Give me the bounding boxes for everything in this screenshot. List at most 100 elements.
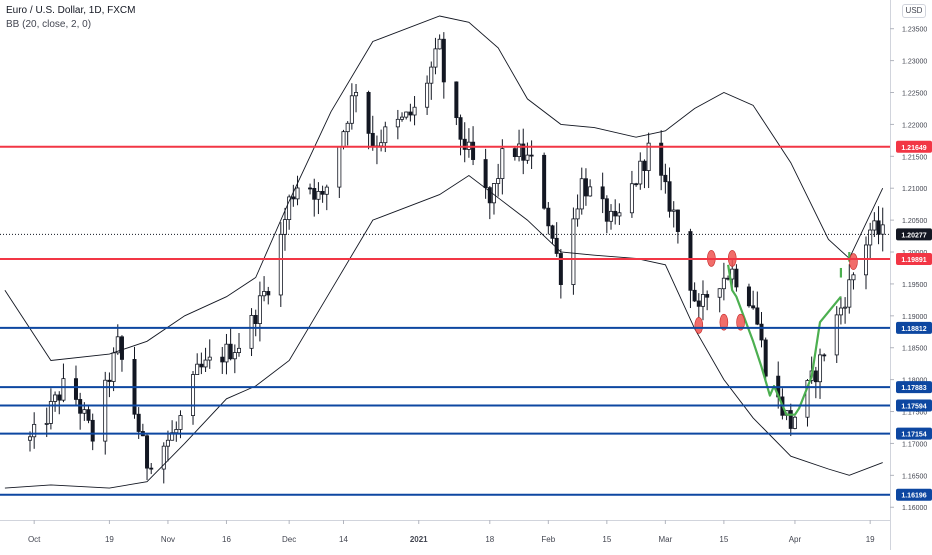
candle-body xyxy=(818,354,823,383)
candles xyxy=(27,32,885,484)
y-tick-label: 1.23500 xyxy=(902,27,927,34)
candle-body xyxy=(659,142,664,176)
candle-body xyxy=(646,142,651,171)
candle-body xyxy=(278,233,283,296)
candle-body xyxy=(257,295,262,325)
candle-body xyxy=(600,186,605,200)
candle-body xyxy=(692,289,697,302)
candle-body xyxy=(788,410,793,429)
level-price-tag xyxy=(896,427,932,440)
candle-body xyxy=(145,435,150,469)
candle-body xyxy=(161,445,166,470)
candle-body xyxy=(199,363,204,368)
candle-body xyxy=(345,122,350,133)
candle-body xyxy=(165,439,170,447)
currency-button[interactable]: USD xyxy=(902,4,926,18)
candle-body xyxy=(44,423,49,425)
candle-body xyxy=(583,178,588,197)
candle-body xyxy=(308,187,313,190)
level-price-tag xyxy=(896,321,932,334)
y-tick-label: 1.19500 xyxy=(902,282,927,289)
candle-body xyxy=(437,38,442,50)
candle-body xyxy=(370,132,375,148)
x-tick-label: 19 xyxy=(105,535,114,544)
candle-body xyxy=(115,336,120,354)
candle-body xyxy=(236,347,241,353)
candle-body xyxy=(588,186,593,197)
candle-body xyxy=(872,220,877,231)
level-price-tag xyxy=(896,252,932,265)
level-price-tag xyxy=(896,140,932,153)
candle-body xyxy=(838,307,843,316)
candle-body xyxy=(512,148,517,157)
y-tick-label: 1.21500 xyxy=(902,154,927,161)
candle-body xyxy=(675,209,680,232)
x-tick-label: 2021 xyxy=(410,535,428,544)
candle-body xyxy=(500,148,505,179)
candle-body xyxy=(379,142,384,147)
level-price-label: 1.16196 xyxy=(901,493,926,500)
candle-body xyxy=(667,181,672,212)
candle-body xyxy=(383,126,388,144)
last-price-label: 1.20277 xyxy=(901,232,926,239)
candle-body xyxy=(27,436,32,441)
candle-body xyxy=(228,343,233,360)
candle-body xyxy=(425,82,430,108)
candle-body xyxy=(558,253,563,285)
x-tick-label: 15 xyxy=(602,535,611,544)
candle-body xyxy=(324,186,329,195)
candle-body xyxy=(575,208,580,220)
y-tick-label: 1.16000 xyxy=(902,505,927,512)
candle-body xyxy=(220,356,225,363)
candle-body xyxy=(354,92,359,97)
candle-body xyxy=(207,356,212,361)
candle-body xyxy=(404,111,409,118)
x-tick-label: Dec xyxy=(282,535,296,544)
candle-body xyxy=(487,187,492,204)
candle-body xyxy=(696,300,701,307)
red-marker xyxy=(736,313,745,331)
candle-body xyxy=(232,352,237,360)
candle-body xyxy=(408,111,413,116)
candle-body xyxy=(195,363,200,375)
candle-body xyxy=(253,315,258,325)
candle-body xyxy=(337,146,342,188)
candle-body xyxy=(663,174,668,183)
candle-body xyxy=(320,190,325,195)
candle-body xyxy=(705,294,710,298)
level-price-label: 1.19891 xyxy=(901,257,926,264)
candle-body xyxy=(613,210,618,217)
candle-body xyxy=(454,81,459,119)
candle-body xyxy=(136,413,141,432)
candle-body xyxy=(717,288,722,298)
candle-body xyxy=(262,291,267,297)
y-tick-label: 1.16500 xyxy=(902,473,927,480)
candle-body xyxy=(843,306,848,309)
candle-body xyxy=(341,131,346,148)
candle-body xyxy=(57,394,62,401)
x-tick-label: 14 xyxy=(339,535,348,544)
y-tick-label: 1.18500 xyxy=(902,346,927,353)
red-marker xyxy=(849,253,858,270)
indicator-legend: BB (20, close, 2, 0) xyxy=(6,19,92,30)
candle-body xyxy=(282,219,287,235)
candle-body xyxy=(61,378,66,401)
candle-body xyxy=(851,274,856,281)
candle-body xyxy=(203,359,208,368)
candle-body xyxy=(554,237,559,254)
candle-body xyxy=(291,196,296,200)
candle-body xyxy=(441,38,446,83)
candle-body xyxy=(73,378,78,400)
level-price-label: 1.17154 xyxy=(901,432,926,439)
candle-body xyxy=(571,218,576,285)
candle-body xyxy=(792,416,797,429)
candle-body xyxy=(759,323,764,341)
candle-body xyxy=(634,183,639,186)
candle-body xyxy=(471,141,476,160)
candle-body xyxy=(617,212,622,217)
candle-body xyxy=(755,307,760,325)
candle-body xyxy=(529,154,534,157)
